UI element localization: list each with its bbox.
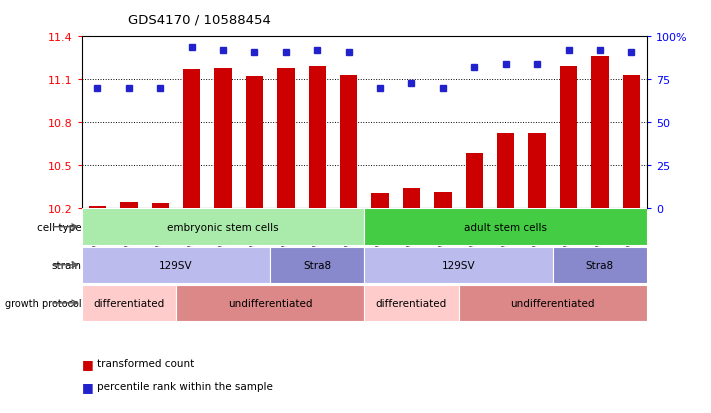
Bar: [364, 209, 647, 245]
Bar: [528, 134, 546, 208]
Text: percentile rank within the sample: percentile rank within the sample: [97, 381, 273, 391]
Text: cell type: cell type: [37, 222, 82, 232]
Text: strain: strain: [52, 260, 82, 270]
Text: 129SV: 129SV: [159, 260, 193, 270]
Bar: [309, 67, 326, 208]
Bar: [82, 285, 176, 321]
Bar: [403, 188, 420, 208]
Text: adult stem cells: adult stem cells: [464, 222, 547, 232]
Bar: [82, 209, 364, 245]
Bar: [176, 285, 364, 321]
Bar: [151, 204, 169, 208]
Bar: [466, 154, 483, 208]
Bar: [434, 192, 451, 208]
Bar: [183, 70, 201, 208]
Bar: [364, 285, 459, 321]
Bar: [82, 247, 270, 283]
Text: growth protocol: growth protocol: [5, 298, 82, 308]
Bar: [459, 285, 647, 321]
Bar: [277, 69, 294, 208]
Bar: [592, 57, 609, 208]
Text: 129SV: 129SV: [442, 260, 476, 270]
Text: undifferentiated: undifferentiated: [228, 298, 312, 308]
Bar: [340, 76, 358, 208]
Bar: [364, 247, 553, 283]
Text: embryonic stem cells: embryonic stem cells: [167, 222, 279, 232]
Bar: [270, 247, 364, 283]
Bar: [560, 67, 577, 208]
Bar: [553, 247, 647, 283]
Text: differentiated: differentiated: [93, 298, 164, 308]
Bar: [623, 76, 640, 208]
Bar: [497, 134, 514, 208]
Bar: [246, 77, 263, 208]
Text: Stra8: Stra8: [303, 260, 331, 270]
Bar: [215, 69, 232, 208]
Text: transformed count: transformed count: [97, 358, 195, 368]
Bar: [371, 194, 389, 208]
Text: undifferentiated: undifferentiated: [510, 298, 595, 308]
Bar: [89, 207, 106, 208]
Text: ■: ■: [82, 357, 97, 370]
Text: ■: ■: [82, 380, 97, 393]
Bar: [120, 202, 137, 208]
Text: GDS4170 / 10588454: GDS4170 / 10588454: [128, 14, 271, 27]
Text: differentiated: differentiated: [376, 298, 447, 308]
Text: Stra8: Stra8: [586, 260, 614, 270]
